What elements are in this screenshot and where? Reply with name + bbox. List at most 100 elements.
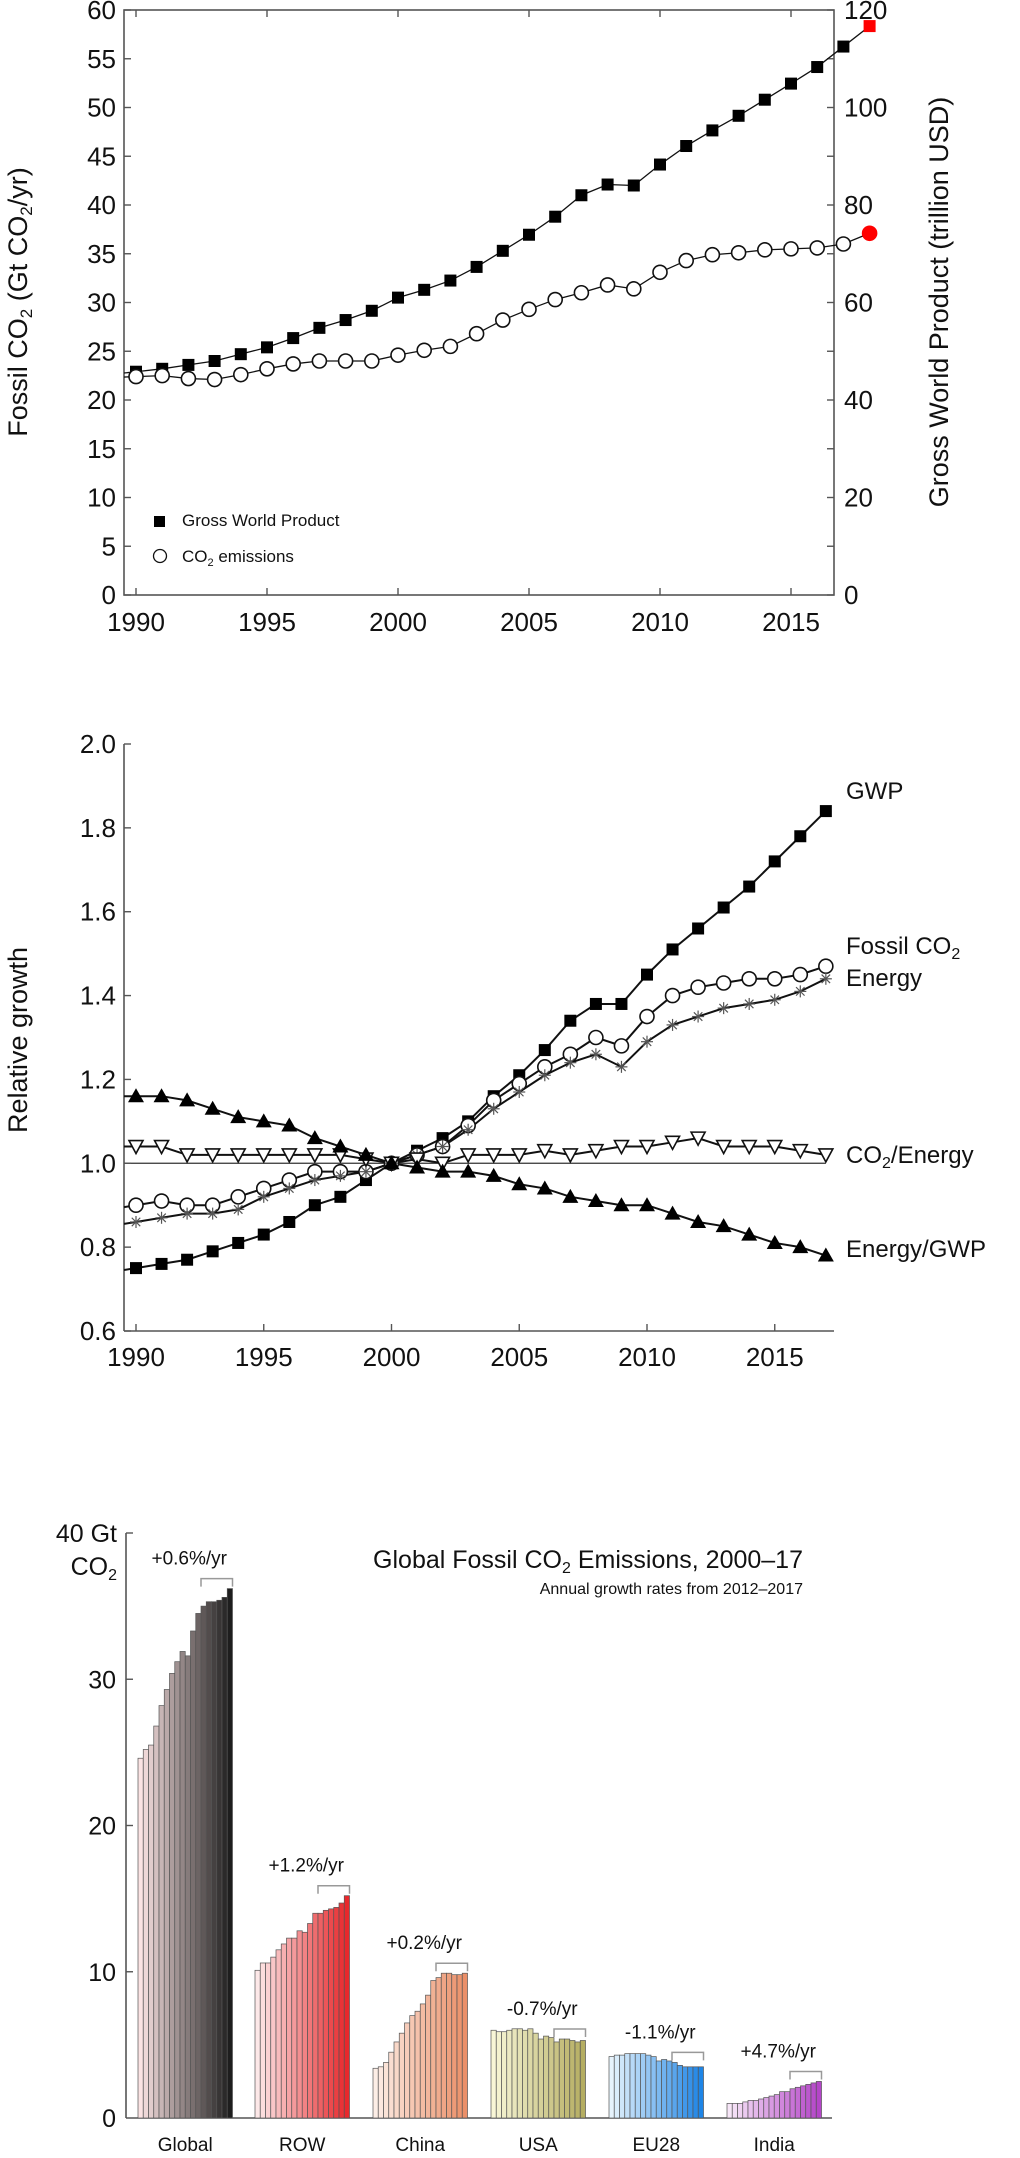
data-point-fossil-co xyxy=(128,1197,144,1214)
bar-eu28 xyxy=(671,2062,678,2119)
data-point-co-energy xyxy=(459,1148,477,1164)
data-point-energy-gwp xyxy=(741,1226,758,1241)
data-point-gross-world-product xyxy=(261,341,273,354)
data-point-energy-gwp xyxy=(766,1234,783,1249)
data-point-energy xyxy=(283,1182,296,1195)
data-point-co-emissions xyxy=(233,366,249,383)
bar-usa xyxy=(548,2037,555,2119)
regional-emissions-chart: 0 10 20 30 +0.6%/yr Global +1.2%/yr ROW +0.2%/y… xyxy=(56,1520,832,2156)
data-point-gross-world-product xyxy=(706,124,719,137)
data-point-energy xyxy=(334,1169,347,1182)
bar-row xyxy=(312,1912,319,2119)
bar-eu28 xyxy=(682,2066,689,2119)
data-point-gross-world-product xyxy=(549,210,562,223)
data-point-energy-gwp xyxy=(306,1130,323,1145)
data-point-gwp xyxy=(615,997,628,1010)
bar-china xyxy=(393,2041,400,2119)
chart1-plot-frame xyxy=(123,9,835,596)
growth-label-eu28: -1.1%/yr xyxy=(625,2022,696,2043)
data-point-co-energy xyxy=(280,1148,298,1164)
data-point-co-emissions xyxy=(599,277,616,293)
data-point-energy-gwp xyxy=(562,1188,579,1203)
data-point-gwp xyxy=(181,1253,194,1266)
bar-eu28 xyxy=(697,2066,704,2119)
growth-label-global: +0.6%/yr xyxy=(151,1549,227,1570)
data-point-gwp xyxy=(232,1236,245,1249)
data-point-gwp xyxy=(717,901,730,914)
gwp-co2-chart: 0510152025303540455055600204060801001201… xyxy=(3,0,954,637)
legend-label-co2-emissions: CO2 emissions xyxy=(182,547,294,569)
bar-eu28 xyxy=(640,2053,647,2119)
data-point-gwp xyxy=(743,880,756,893)
x-tick-label: 2010 xyxy=(618,1342,676,1372)
data-point-energy-gwp xyxy=(817,1247,834,1262)
x-tick-label: 2010 xyxy=(631,607,689,637)
data-point-gross-world-product xyxy=(234,348,247,361)
bar-india xyxy=(815,2081,822,2119)
bar-china xyxy=(414,2010,421,2119)
y-tick-label: 1.2 xyxy=(80,1064,116,1094)
bar-row xyxy=(286,1937,293,2119)
y-tick-label: 20 xyxy=(87,385,116,415)
y-tick-label: 40 xyxy=(87,190,116,220)
bar-eu28 xyxy=(629,2053,636,2119)
data-point-gross-world-product xyxy=(339,314,352,327)
bar-usa xyxy=(495,2031,502,2119)
bar-row xyxy=(322,1909,329,2119)
bar-global xyxy=(148,1744,155,2119)
y-right-tick-label: 100 xyxy=(844,93,887,123)
data-point-co-emissions xyxy=(285,356,302,372)
bar-usa xyxy=(579,2040,586,2119)
bar-usa xyxy=(553,2041,560,2119)
bar-india xyxy=(763,2097,770,2119)
data-point-energy-gwp xyxy=(153,1088,170,1103)
category-label-row: ROW xyxy=(279,2135,326,2156)
bar-china xyxy=(461,1972,468,2119)
data-point-co-emissions xyxy=(128,368,144,385)
data-point-co-energy xyxy=(178,1148,196,1164)
bar-usa xyxy=(558,2038,565,2119)
bar-china xyxy=(377,2066,384,2119)
data-point-co-emissions xyxy=(337,353,354,369)
data-point-energy-gwp xyxy=(792,1239,809,1254)
data-point-gwp xyxy=(155,1257,168,1270)
bar-row xyxy=(333,1907,340,2119)
data-point-energy-gwp xyxy=(332,1138,349,1153)
y-tick-label: 60 xyxy=(87,0,116,25)
data-point-fossil-co xyxy=(818,958,834,975)
bar-china xyxy=(456,1974,463,2119)
bar-eu28 xyxy=(624,2053,631,2119)
bar-usa xyxy=(543,2035,550,2119)
data-point-energy-gwp xyxy=(434,1163,451,1178)
bar-usa xyxy=(516,2028,523,2119)
growth-bracket-eu28 xyxy=(671,2051,705,2061)
data-point-co-energy xyxy=(587,1143,605,1160)
bar-row xyxy=(265,1962,272,2119)
bar-china xyxy=(388,2051,395,2119)
data-point-co-energy xyxy=(510,1148,528,1164)
data-point-co-emissions xyxy=(494,312,511,328)
bar-india xyxy=(773,2094,780,2119)
growth-bracket-usa xyxy=(553,2028,587,2038)
data-point-fossil-co xyxy=(741,970,758,987)
x-tick-label: 1995 xyxy=(235,1342,293,1372)
data-point-gwp xyxy=(692,922,705,935)
data-point-energy xyxy=(819,972,832,985)
y-tick-label: 50 xyxy=(87,93,116,123)
bar-india xyxy=(810,2082,817,2119)
data-point-gross-world-product xyxy=(654,158,666,171)
data-point-co-emissions xyxy=(390,347,406,363)
y-tick-label: 45 xyxy=(87,141,116,171)
bar-row xyxy=(301,1931,308,2119)
category-label-global: Global xyxy=(158,2135,213,2156)
bar-usa xyxy=(532,2032,539,2119)
data-point-gross-world-product xyxy=(208,355,221,367)
series-line-fossil-co xyxy=(123,965,827,1209)
data-point-co-emissions xyxy=(206,371,223,388)
bar-global xyxy=(190,1630,197,2119)
data-point-co-emissions xyxy=(468,325,485,342)
data-point-energy xyxy=(155,1211,168,1224)
data-point-energy-gwp xyxy=(460,1163,477,1178)
data-point-gwp xyxy=(641,968,653,981)
category-label-china: China xyxy=(395,2135,445,2156)
